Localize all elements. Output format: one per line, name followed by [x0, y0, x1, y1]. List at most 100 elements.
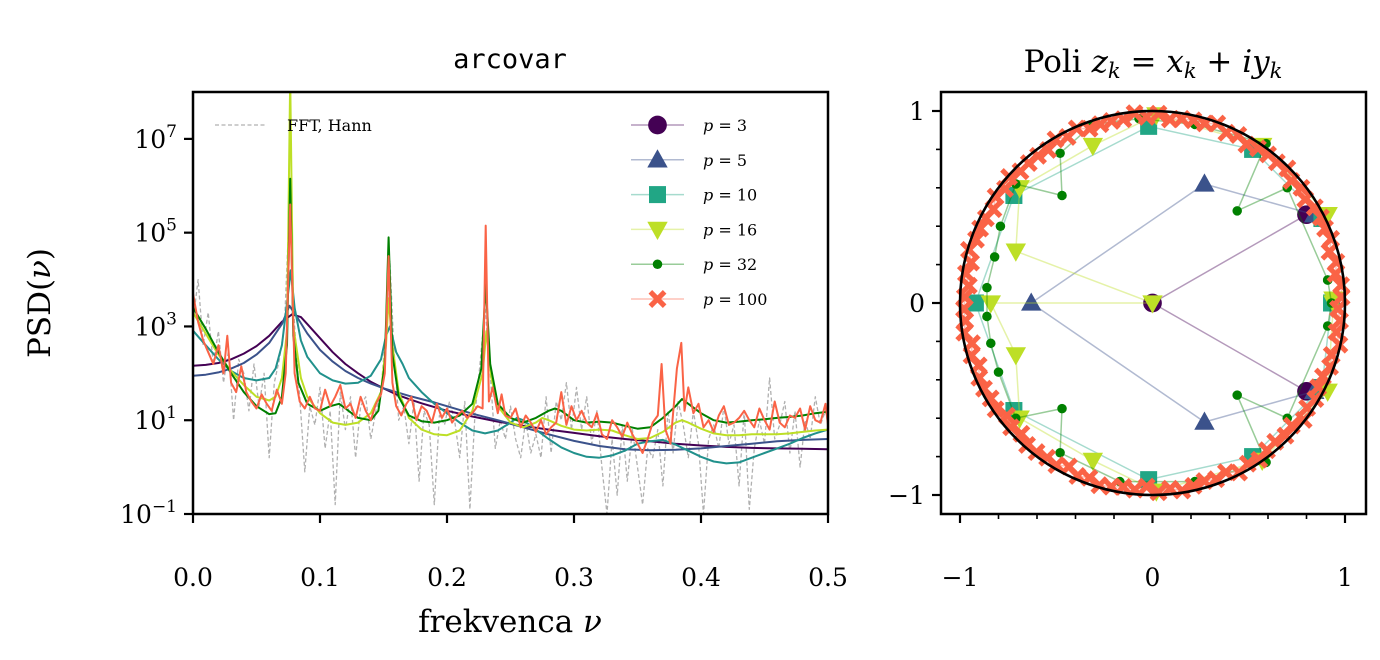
- pole-p100-stroke: [1011, 162, 1030, 181]
- pole-p100-stroke: [1305, 198, 1324, 217]
- psd-y-tick-base: 10: [120, 500, 152, 529]
- pole-p32: [1055, 148, 1065, 159]
- pole-p100-stroke: [1173, 481, 1192, 500]
- poles-series-p3: [1143, 205, 1316, 401]
- pole-p5: [1194, 173, 1215, 192]
- pole-p100: [1278, 159, 1297, 178]
- legend-entry-p100: p = 100: [631, 290, 767, 309]
- legend-label-value: = 5: [713, 151, 747, 170]
- pole-p32: [995, 221, 1006, 231]
- pole-p100-stroke: [1027, 443, 1046, 462]
- poles-title-z: z: [1091, 44, 1109, 80]
- pole-p100-stroke: [955, 323, 974, 342]
- psd-x-tick-label: 0.4: [681, 563, 721, 592]
- psd-y-axis-label-text: PSD(: [22, 279, 58, 358]
- pole-p100-stroke: [1267, 153, 1286, 172]
- psd-y-tick-base: 10: [134, 406, 166, 435]
- legend-label: p = 16: [703, 220, 757, 239]
- poles-title-eq: =: [1121, 44, 1167, 80]
- poles-y-tick-label: −1: [888, 481, 925, 510]
- psd-y-tick-exponent: 7: [166, 122, 177, 142]
- pole-p100: [1329, 299, 1347, 318]
- poles-title-sub-k3: k: [1270, 59, 1283, 83]
- psd-y-tick-exponent: 3: [166, 309, 177, 329]
- pole-p100-stroke: [1327, 323, 1346, 342]
- psd-panel: arcovar 0.0 0.1 0.2 0.3 0.4 0.5 10−1101103105…: [22, 44, 848, 640]
- legend-label-value: = 10: [713, 186, 757, 205]
- legend-marker-square: [649, 186, 666, 204]
- fft-legend-label: FFT, Hann: [287, 116, 372, 135]
- pole-p100-stroke: [1282, 416, 1301, 435]
- legend-label-value: = 3: [713, 116, 747, 135]
- pole-p100-stroke: [1149, 104, 1168, 123]
- pole-p100: [1137, 477, 1156, 496]
- poles-title-sub-k2: k: [1184, 59, 1197, 83]
- pole-p100-stroke: [1322, 229, 1341, 248]
- pole-p100-stroke: [1306, 390, 1325, 409]
- pole-p100: [1173, 481, 1192, 500]
- pole-p32: [1232, 206, 1242, 216]
- pole-p100: [1332, 276, 1351, 295]
- psd-y-tick-exponent: 5: [166, 216, 177, 236]
- psd-y-axis-label-close: ): [22, 248, 58, 260]
- pole-p100-stroke: [1309, 378, 1328, 397]
- legend-marker-triangle-up: [647, 149, 668, 168]
- legend-marker-x-stroke: [648, 290, 667, 308]
- psd-x-tick-label: 0.5: [808, 563, 848, 592]
- pole-p100-stroke: [976, 209, 995, 228]
- legend-label-var: p: [703, 151, 713, 170]
- pole-p32: [1055, 448, 1065, 458]
- pole-p5: [1194, 411, 1215, 430]
- psd-x-axis-label: frekvenca ν: [418, 604, 602, 640]
- legend-label-value: = 32: [713, 255, 757, 274]
- pole-p100-stroke: [1266, 432, 1285, 451]
- pole-p100-stroke: [1327, 253, 1346, 271]
- psd-line-p10: [193, 269, 828, 465]
- legend-label-value: = 100: [713, 290, 767, 309]
- pole-p100-stroke: [975, 379, 993, 398]
- psd-line-p100: [193, 203, 828, 454]
- legend-label-var: p: [703, 186, 713, 205]
- legend-label-var: p: [703, 220, 713, 239]
- psd-y-tick-exponent: −1: [152, 497, 177, 517]
- pole-p16: [1142, 295, 1163, 314]
- pole-p100: [997, 406, 1016, 425]
- psd-y-tick-label: 10−1: [120, 497, 177, 529]
- pole-p100-stroke: [1195, 472, 1214, 491]
- pole-p100-stroke: [1137, 477, 1156, 496]
- psd-y-axis-label: PSD(ν): [22, 248, 58, 358]
- poles-series-group: [955, 104, 1351, 502]
- poles-title-iy: iy: [1242, 44, 1270, 80]
- psd-axes-frame: [191, 90, 830, 516]
- fft-legend: FFT, Hann: [215, 116, 372, 135]
- pole-p100-stroke: [1018, 435, 1037, 454]
- pole-p100: [1248, 139, 1267, 158]
- psd-series-group: [193, 92, 828, 514]
- poles-title-plus: +: [1197, 44, 1243, 80]
- legend-entry-p10: p = 10: [631, 186, 757, 205]
- poles-x-tick-label: 1: [1337, 563, 1353, 592]
- legend-marker-point: [652, 259, 663, 269]
- psd-x-tick-label: 0.3: [554, 563, 594, 592]
- pole-p100: [1276, 426, 1295, 445]
- pole-p100-stroke: [1316, 219, 1335, 238]
- pole-p32: [1057, 190, 1067, 201]
- psd-panel-title: arcovar: [453, 44, 567, 75]
- pole-p16: [980, 295, 1001, 314]
- pole-p100: [960, 240, 978, 259]
- legend-marker-x: [648, 290, 667, 308]
- psd-x-axis-label-text: frekvenca: [418, 604, 583, 640]
- poles-title-word: Poli: [1024, 44, 1082, 80]
- legend-entry-p16: p = 16: [631, 220, 757, 240]
- pole-p32: [993, 367, 1004, 377]
- pole-p32: [1232, 390, 1242, 400]
- pole-p100-stroke: [1237, 135, 1256, 154]
- pole-p100-stroke: [1038, 448, 1057, 467]
- pole-p100-stroke: [1039, 140, 1058, 159]
- poles-x-tick-label: 0: [1145, 563, 1161, 592]
- pole-p100-stroke: [981, 389, 1000, 408]
- pole-p100-stroke: [1332, 276, 1351, 295]
- pole-p100: [1316, 219, 1335, 238]
- poles-y-tick-label: 1: [909, 97, 925, 126]
- psd-y-tick-label: 103: [134, 309, 177, 341]
